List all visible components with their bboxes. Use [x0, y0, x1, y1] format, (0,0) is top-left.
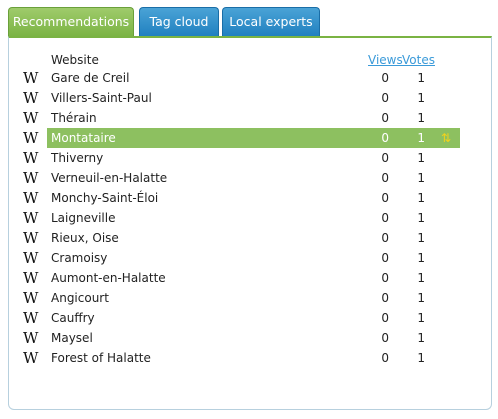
up-down-arrows-icon[interactable]: ⇅ [441, 131, 452, 145]
views-sort-link[interactable]: Views [368, 53, 403, 67]
table-row[interactable]: W Forest of Halatte 0 1 [9, 348, 491, 368]
views-count: 0 [381, 71, 389, 85]
website-link[interactable]: Cramoisy [51, 251, 108, 265]
website-column-header: Website [51, 53, 99, 67]
views-count: 0 [381, 251, 389, 265]
votes-count: 1 [417, 151, 425, 165]
wikipedia-w-icon: W [23, 189, 39, 207]
votes-count: 1 [417, 231, 425, 245]
tab-local-experts[interactable]: Local experts [222, 7, 320, 37]
website-link[interactable]: Montataire [51, 131, 116, 145]
votes-count: 1 [417, 211, 425, 225]
website-link[interactable]: Angicourt [51, 291, 109, 305]
views-count: 0 [381, 231, 389, 245]
website-link[interactable]: Maysel [51, 331, 93, 345]
website-link[interactable]: Cauffry [51, 311, 95, 325]
views-count: 0 [381, 211, 389, 225]
views-count: 0 [381, 171, 389, 185]
wikipedia-w-icon: W [23, 128, 39, 148]
website-link[interactable]: Monchy-Saint-Éloi [51, 191, 159, 205]
wikipedia-w-icon: W [23, 109, 39, 127]
votes-count: 1 [417, 111, 425, 125]
table-row[interactable]: W Monchy-Saint-Éloi 0 1 [9, 188, 491, 208]
votes-count: 1 [417, 191, 425, 205]
votes-count: 1 [417, 291, 425, 305]
website-link[interactable]: Forest of Halatte [51, 351, 151, 365]
votes-count: 1 [417, 171, 425, 185]
website-link[interactable]: Aumont-en-Halatte [51, 271, 166, 285]
wikipedia-w-icon: W [23, 229, 39, 247]
website-link[interactable]: Rieux, Oise [51, 231, 119, 245]
table-row[interactable]: W Thiverny 0 1 [9, 148, 491, 168]
wikipedia-w-icon: W [23, 269, 39, 287]
table-row[interactable]: W Thérain 0 1 [9, 108, 491, 128]
table-row[interactable]: W Maysel 0 1 [9, 328, 491, 348]
table-row[interactable]: W Verneuil-en-Halatte 0 1 [9, 168, 491, 188]
table-row[interactable]: W Villers-Saint-Paul 0 1 [9, 88, 491, 108]
views-count: 0 [381, 91, 389, 105]
table-row[interactable]: W Gare de Creil 0 1 [9, 68, 491, 88]
tab-tag-cloud[interactable]: Tag cloud [139, 7, 219, 37]
views-count: 0 [381, 331, 389, 345]
wikipedia-w-icon: W [23, 249, 39, 267]
wikipedia-w-icon: W [23, 149, 39, 167]
table-row[interactable]: W Aumont-en-Halatte 0 1 [9, 268, 491, 288]
table-header: Website Views Votes [9, 52, 491, 68]
table-row[interactable]: W Cauffry 0 1 [9, 308, 491, 328]
votes-count: 1 [417, 251, 425, 265]
views-count: 0 [381, 111, 389, 125]
views-count: 0 [381, 191, 389, 205]
votes-count: 1 [417, 131, 425, 145]
wikipedia-w-icon: W [23, 329, 39, 347]
votes-sort-link[interactable]: Votes [402, 53, 435, 67]
table-row[interactable]: W Montataire 0 1 ⇅ [23, 128, 460, 148]
views-count: 0 [381, 311, 389, 325]
website-link[interactable]: Thérain [51, 111, 97, 125]
website-link[interactable]: Gare de Creil [51, 71, 130, 85]
website-link[interactable]: Thiverny [51, 151, 104, 165]
table-row[interactable]: W Laigneville 0 1 [9, 208, 491, 228]
website-link[interactable]: Villers-Saint-Paul [51, 91, 152, 105]
table-row[interactable]: W Rieux, Oise 0 1 [9, 228, 491, 248]
recommendation-list: W Gare de Creil 0 1 W Villers-Saint-Paul 0 1 W Th… [9, 68, 491, 368]
votes-count: 1 [417, 91, 425, 105]
tab-recommendations[interactable]: Recommendations [8, 7, 134, 37]
votes-count: 1 [417, 351, 425, 365]
website-link[interactable]: Verneuil-en-Halatte [51, 171, 168, 185]
votes-count: 1 [417, 271, 425, 285]
wikipedia-w-icon: W [23, 289, 39, 307]
votes-count: 1 [417, 331, 425, 345]
views-count: 0 [381, 291, 389, 305]
table-row[interactable]: W Cramoisy 0 1 [9, 248, 491, 268]
wikipedia-w-icon: W [23, 69, 39, 87]
wikipedia-w-icon: W [23, 89, 39, 107]
wikipedia-w-icon: W [23, 309, 39, 327]
views-count: 0 [381, 351, 389, 365]
wikipedia-w-icon: W [23, 209, 39, 227]
recommendations-panel: Website Views Votes W Gare de Creil 0 1 W Vil… [8, 36, 492, 410]
views-count: 0 [381, 271, 389, 285]
wikipedia-w-icon: W [23, 349, 39, 367]
website-link[interactable]: Laigneville [51, 211, 116, 225]
votes-count: 1 [417, 71, 425, 85]
wikipedia-w-icon: W [23, 169, 39, 187]
views-count: 0 [381, 151, 389, 165]
table-row[interactable]: W Angicourt 0 1 [9, 288, 491, 308]
votes-count: 1 [417, 311, 425, 325]
views-count: 0 [381, 131, 389, 145]
